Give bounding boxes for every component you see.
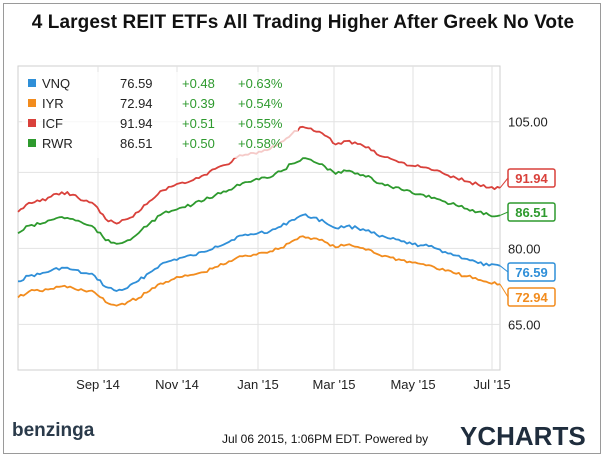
end-value-labels: 76.59 72.94 91.94 86.51: [499, 168, 556, 307]
callout-connector: [499, 265, 509, 273]
y-tick-label: 65.00: [508, 317, 541, 332]
legend-pct-change: +0.55%: [238, 116, 283, 131]
timestamp: Jul 06 2015, 1:06PM EDT.: [222, 432, 362, 446]
x-tick-label: Nov '14: [155, 377, 199, 392]
callout-connector: [499, 283, 509, 298]
callout-connector: [499, 177, 509, 189]
x-tick-label: Mar '15: [313, 377, 356, 392]
ycharts-logo: YCHARTS: [460, 421, 586, 451]
benzinga-logo: benzinga: [8, 414, 108, 449]
chart-title: 4 Largest REIT ETFs All Trading Higher A…: [31, 12, 575, 33]
end-label-box-rwr: [507, 202, 556, 222]
x-tick-label: Jan '15: [237, 377, 279, 392]
legend-last-value: 86.51: [120, 136, 153, 151]
legend: VNQ 76.59 +0.48 +0.63% IYR 72.94 +0.39 +0.54% IC…: [22, 72, 298, 158]
legend-name: ICF: [42, 116, 63, 131]
end-label-icf: 91.94: [515, 171, 548, 186]
legend-swatch-icf: [28, 119, 36, 127]
series-line-rwr: [17, 157, 501, 245]
legend-last-value: 72.94: [120, 96, 153, 111]
legend-pct-change: +0.54%: [238, 96, 283, 111]
legend-box: [22, 72, 298, 158]
end-label-vnq: 76.59: [515, 265, 548, 280]
legend-change: +0.39: [182, 96, 215, 111]
callout-connector: [499, 211, 509, 216]
legend-name: IYR: [42, 96, 64, 111]
legend-pct-change: +0.58%: [238, 136, 283, 151]
legend-swatch-iyr: [28, 99, 36, 107]
legend-last-value: 91.94: [120, 116, 153, 131]
legend-swatch-vnq: [28, 79, 36, 87]
plot-area: [17, 65, 501, 371]
benzinga-logo-text: benzinga: [12, 420, 95, 441]
legend-swatch-rwr: [28, 139, 36, 147]
legend-name: VNQ: [42, 76, 70, 91]
legend-last-value: 76.59: [120, 76, 153, 91]
footer-timestamp: Jul 06 2015, 1:06PM EDT. Powered by: [222, 432, 428, 446]
x-tick-label: May '15: [390, 377, 435, 392]
end-label-rwr: 86.51: [515, 205, 548, 220]
legend-name: RWR: [42, 136, 73, 151]
series-line-iyr: [17, 235, 501, 307]
end-label-box-vnq: [507, 262, 556, 282]
legend-change: +0.48: [182, 76, 215, 91]
end-label-iyr: 72.94: [515, 290, 548, 305]
series-line-vnq: [17, 213, 501, 292]
end-label-box-iyr: [507, 287, 556, 307]
legend-pct-change: +0.63%: [238, 76, 283, 91]
end-label-box-icf: [507, 168, 556, 188]
y-tick-label: 105.00: [508, 115, 548, 130]
legend-change: +0.50: [182, 136, 215, 151]
legend-change: +0.51: [182, 116, 215, 131]
x-tick-label: Sep '14: [76, 377, 120, 392]
x-tick-label: Jul '15: [473, 377, 510, 392]
powered-by-label: Powered by: [364, 432, 429, 446]
y-tick-label: 80.00: [508, 241, 541, 256]
